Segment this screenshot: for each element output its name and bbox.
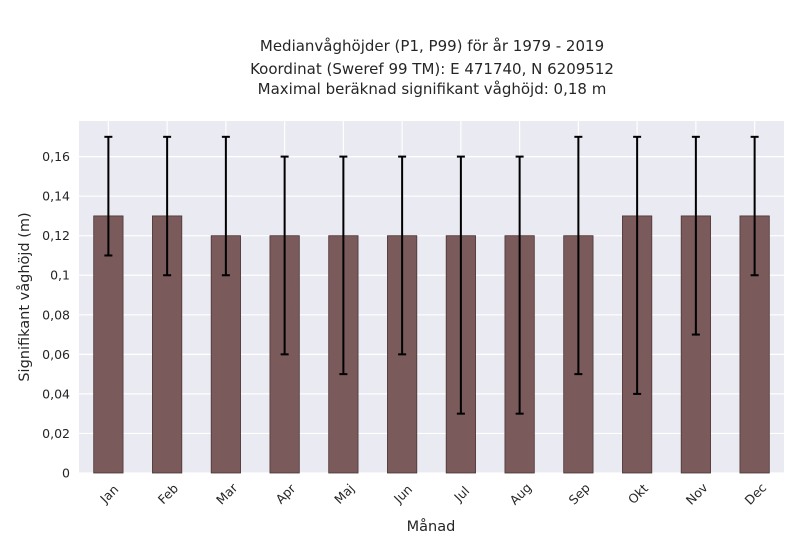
x-tick-label-nov: Nov xyxy=(683,479,711,507)
title-line-2: Koordinat (Sweref 99 TM): E 471740, N 62… xyxy=(250,60,614,78)
error-bar-apr xyxy=(280,155,289,356)
y-tick-label: 0,12 xyxy=(42,228,70,243)
x-tick-label-sep: Sep xyxy=(566,480,593,507)
error-bars xyxy=(104,135,759,415)
x-tick-label-jun: Jun xyxy=(390,482,415,507)
y-tick-label: 0,1 xyxy=(50,268,70,283)
x-tick-label-maj: Maj xyxy=(331,481,357,507)
x-tick-label-jan: Jan xyxy=(96,482,121,507)
y-axis-ticks: 0 0,02 0,04 0,06 0,08 0,1 0,12 0,14 0,16 xyxy=(42,149,70,480)
y-tick-label: 0,06 xyxy=(42,347,70,362)
error-bar-okt xyxy=(633,135,642,395)
y-tick-label: 0,02 xyxy=(42,426,70,441)
bars xyxy=(93,215,770,474)
y-axis-label: Signifikant våghöjd (m) xyxy=(16,212,33,381)
plot-area xyxy=(79,121,784,473)
x-tick-label-aug: Aug xyxy=(507,480,535,508)
title-line-3: Maximal beräknad signifikant våghöjd: 0,… xyxy=(258,80,607,98)
error-bar-dec xyxy=(750,135,759,277)
y-tick-label: 0,08 xyxy=(42,307,70,322)
x-tick-label-dec: Dec xyxy=(742,480,770,508)
y-tick-label: 0,04 xyxy=(42,386,70,401)
y-tick-label: 0,14 xyxy=(42,189,70,204)
error-bar-maj xyxy=(339,155,348,376)
error-bar-sep xyxy=(574,135,583,376)
x-tick-label-apr: Apr xyxy=(272,480,299,507)
error-bar-nov xyxy=(691,135,700,336)
x-axis-label: Månad xyxy=(407,518,456,535)
x-tick-label-mar: Mar xyxy=(213,480,241,508)
error-bar-jul xyxy=(456,155,465,415)
error-bar-aug xyxy=(515,155,524,415)
chart-title: Medianvåghöjder (P1, P99) för år 1979 - … xyxy=(250,37,614,98)
x-tick-label-feb: Feb xyxy=(155,481,181,507)
y-tick-label: 0 xyxy=(62,466,70,481)
x-tick-label-jul: Jul xyxy=(450,483,472,505)
error-bar-jan xyxy=(104,135,113,257)
error-bar-feb xyxy=(163,135,172,277)
y-tick-label: 0,16 xyxy=(42,149,70,164)
x-tick-label-okt: Okt xyxy=(625,481,651,507)
bar-jan xyxy=(93,215,124,474)
error-bar-jun xyxy=(398,155,407,356)
title-line-1: Medianvåghöjder (P1, P99) för år 1979 - … xyxy=(260,37,604,55)
error-bar-mar xyxy=(221,135,230,277)
x-axis-ticks: Jan Feb Mar Apr Maj Jun Jul Aug Sep Okt Nov Dec xyxy=(96,479,769,507)
